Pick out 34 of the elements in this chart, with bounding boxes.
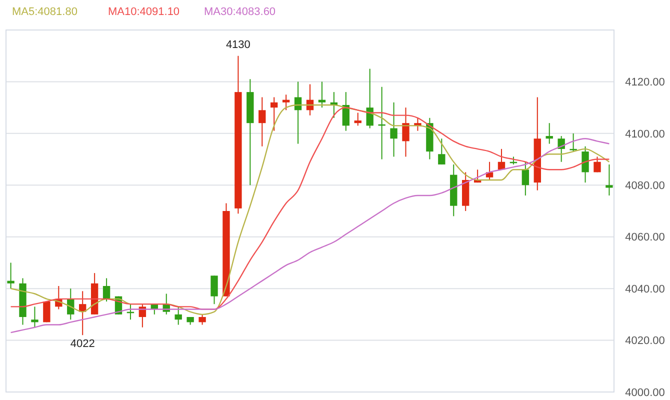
- candlestick: [354, 112, 362, 126]
- annotation: 4022: [70, 338, 95, 350]
- candlestick: [7, 262, 14, 290]
- annotation: 4130: [226, 38, 250, 51]
- y-tick-label: 4060.00: [625, 232, 665, 244]
- candlestick: [198, 314, 206, 326]
- candlestick: [270, 96, 278, 132]
- candlestick: [258, 96, 266, 147]
- candlestick: [102, 278, 110, 302]
- candlestick: [402, 107, 410, 158]
- text: MA30:4083.60: [204, 6, 276, 18]
- y-tick-label: 4020.00: [625, 335, 665, 348]
- candlestick: [582, 146, 589, 184]
- candlestick: [210, 275, 218, 305]
- y-tick-label: 4100.00: [625, 128, 665, 140]
- y-tick-label: 4040.00: [625, 283, 665, 296]
- y-tick-label: 4080.00: [625, 180, 665, 192]
- text: MA5:4081.80: [12, 6, 78, 18]
- candlestick: [318, 81, 326, 108]
- candlestick: [522, 161, 530, 196]
- candlestick: [606, 164, 613, 196]
- y-tick-label: 4000.00: [625, 386, 665, 399]
- candlestick: [294, 81, 302, 144]
- line-series: [10, 138, 610, 334]
- candlestick: [31, 306, 38, 328]
- candlestick: [390, 102, 398, 158]
- candlestick: [558, 136, 565, 162]
- candlestick: [594, 156, 601, 173]
- text: MA10:4091.10: [108, 6, 180, 18]
- candlestick: [546, 122, 553, 144]
- y-tick-label: 4120.00: [625, 76, 665, 89]
- candlestick: [438, 138, 446, 165]
- candlestick: [174, 306, 182, 326]
- candlestick: [282, 94, 290, 111]
